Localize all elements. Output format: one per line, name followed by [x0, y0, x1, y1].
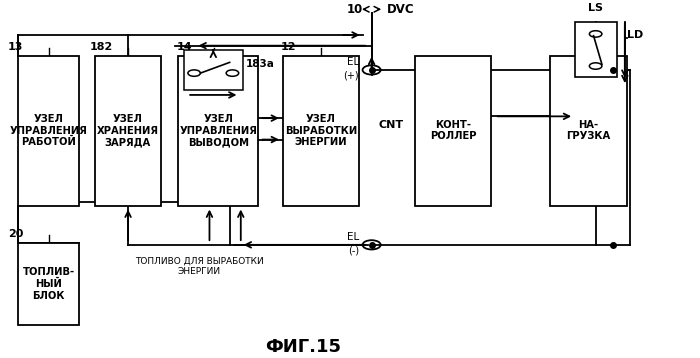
Text: НА-
ГРУЗКА: НА- ГРУЗКА	[566, 120, 611, 141]
Text: КОНТ-
РОЛЛЕР: КОНТ- РОЛЛЕР	[430, 120, 476, 141]
Text: УЗЕЛ
УПРАВЛЕНИЯ
РАБОТОЙ: УЗЕЛ УПРАВЛЕНИЯ РАБОТОЙ	[10, 114, 88, 147]
Text: 20: 20	[8, 229, 23, 240]
Text: ЭНЕРГИИ: ЭНЕРГИИ	[178, 267, 220, 276]
Text: EL: EL	[346, 57, 359, 67]
Text: 12: 12	[281, 42, 296, 52]
Bar	[94, 56, 161, 205]
Bar	[414, 56, 491, 205]
Bar	[550, 56, 627, 205]
Text: УЗЕЛ
УПРАВЛЕНИЯ
ВЫВОДОМ: УЗЕЛ УПРАВЛЕНИЯ ВЫВОДОМ	[179, 114, 257, 147]
Text: 14: 14	[177, 42, 192, 52]
Bar	[183, 50, 243, 90]
Bar	[178, 56, 258, 205]
Text: EL: EL	[346, 232, 359, 242]
Bar	[18, 56, 79, 205]
Text: (-): (-)	[348, 245, 359, 255]
Text: ТОПЛИВ-
НЫЙ
БЛОК: ТОПЛИВ- НЫЙ БЛОК	[22, 267, 75, 301]
Text: 10: 10	[347, 3, 363, 16]
Text: ФИГ.15: ФИГ.15	[265, 338, 342, 355]
Text: УЗЕЛ
ВЫРАБОТКИ
ЭНЕРГИИ: УЗЕЛ ВЫРАБОТКИ ЭНЕРГИИ	[285, 114, 357, 147]
Text: 182: 182	[90, 42, 113, 52]
Bar	[575, 22, 617, 77]
Text: 183a: 183a	[246, 59, 274, 69]
Text: LD: LD	[627, 30, 643, 40]
Bar	[18, 243, 79, 325]
Text: DVC: DVC	[387, 3, 414, 16]
Text: УЗЕЛ
ХРАНЕНИЯ
ЗАРЯДА: УЗЕЛ ХРАНЕНИЯ ЗАРЯДА	[97, 114, 159, 147]
Bar	[283, 56, 359, 205]
Text: CNT: CNT	[379, 120, 404, 130]
Text: (+): (+)	[344, 70, 359, 80]
Text: 13: 13	[8, 42, 23, 52]
Text: ТОПЛИВО ДЛЯ ВЫРАБОТКИ: ТОПЛИВО ДЛЯ ВЫРАБОТКИ	[134, 256, 263, 265]
Text: LS: LS	[588, 3, 603, 13]
